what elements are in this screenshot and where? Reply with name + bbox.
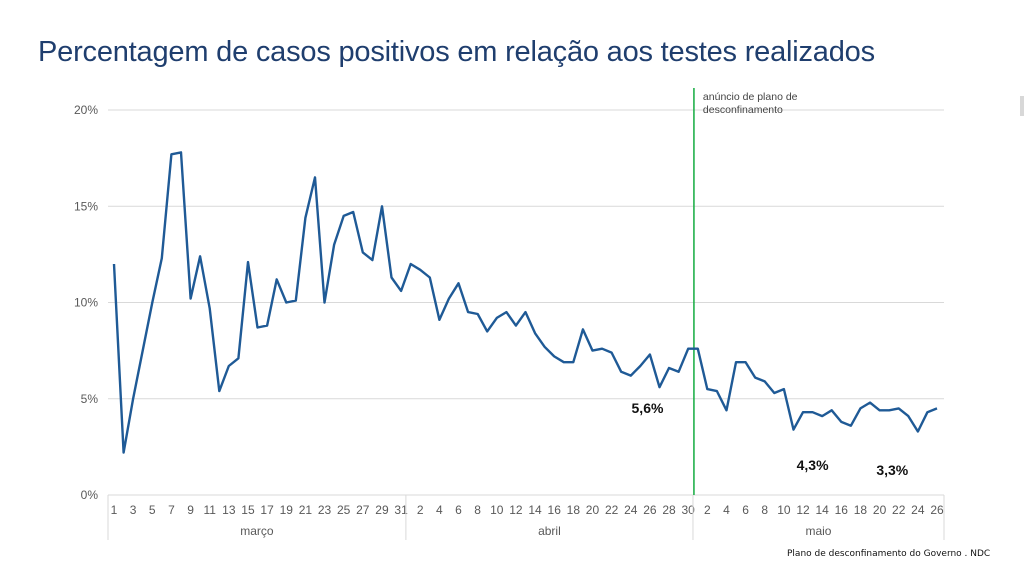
x-tick-label: 17 — [260, 503, 274, 517]
y-tick-label: 0% — [81, 488, 99, 502]
x-tick-label: 27 — [356, 503, 370, 517]
x-tick-label: 8 — [474, 503, 481, 517]
y-tick-label: 15% — [74, 199, 98, 213]
month-label-março: março — [240, 524, 274, 538]
y-axis-ticks: 0% 5% 10% 15% 20% — [74, 103, 98, 502]
series-group — [112, 151, 938, 454]
announcement-label-line2: desconfinamento — [703, 104, 783, 116]
x-tick-label: 1 — [111, 503, 118, 517]
source-caption: Plano de desconfinamento do Governo . ND… — [787, 549, 991, 559]
data-label: 3,3% — [876, 462, 908, 478]
x-tick-label: 6 — [742, 503, 749, 517]
x-tick-label: 21 — [299, 503, 313, 517]
x-tick-label: 22 — [892, 503, 906, 517]
x-tick-label: 26 — [643, 503, 657, 517]
x-tick-label: 15 — [241, 503, 255, 517]
data-label: 4,3% — [797, 457, 829, 473]
x-tick-label: 10 — [777, 503, 791, 517]
x-tick-label: 19 — [280, 503, 294, 517]
y-tick-label: 10% — [74, 296, 98, 310]
y-tick-label: 20% — [74, 103, 98, 117]
x-tick-label: 2 — [704, 503, 711, 517]
x-tick-label: 12 — [796, 503, 810, 517]
series-line — [112, 151, 938, 454]
x-tick-label: 5 — [149, 503, 156, 517]
x-tick-label: 13 — [222, 503, 236, 517]
data-labels: 5,6% 4,3% 3,3% — [632, 400, 909, 478]
x-tick-label: 11 — [203, 503, 216, 517]
data-label: 5,6% — [632, 400, 664, 416]
x-tick-label: 7 — [168, 503, 175, 517]
x-tick-label: 18 — [854, 503, 868, 517]
x-tick-label: 23 — [318, 503, 332, 517]
x-tick-label: 14 — [528, 503, 542, 517]
x-tick-label: 30 — [682, 503, 696, 517]
gridlines — [108, 109, 944, 496]
x-tick-label: 9 — [187, 503, 194, 517]
chart-title: Percentagem de casos positivos em relaçã… — [38, 36, 875, 68]
x-tick-label: 16 — [835, 503, 849, 517]
month-label-maio: maio — [805, 524, 831, 538]
x-tick-label: 4 — [723, 503, 730, 517]
x-tick-label: 18 — [567, 503, 581, 517]
x-tick-label: 26 — [930, 503, 944, 517]
x-tick-label: 29 — [375, 503, 389, 517]
x-tick-label: 3 — [130, 503, 137, 517]
x-tick-label: 4 — [436, 503, 443, 517]
announcement-label-line1: anúncio de plano de — [703, 91, 798, 103]
x-tick-label: 20 — [586, 503, 600, 517]
x-tick-label: 31 — [394, 503, 408, 517]
x-tick-label: 8 — [761, 503, 768, 517]
x-tick-label: 2 — [417, 503, 424, 517]
x-tick-label: 24 — [624, 503, 638, 517]
x-tick-label: 25 — [337, 503, 351, 517]
x-tick-label: 16 — [548, 503, 562, 517]
x-tick-label: 14 — [815, 503, 829, 517]
x-tick-label: 22 — [605, 503, 619, 517]
y-tick-label: 5% — [81, 392, 99, 406]
x-tick-label: 20 — [873, 503, 887, 517]
x-tick-label: 28 — [662, 503, 676, 517]
month-label-abril: abril — [538, 524, 561, 538]
x-tick-label: 12 — [509, 503, 523, 517]
x-tick-label: 10 — [490, 503, 504, 517]
x-tick-label: 6 — [455, 503, 462, 517]
x-tick-label: 24 — [911, 503, 925, 517]
scrollbar-thumb[interactable] — [1020, 96, 1024, 116]
